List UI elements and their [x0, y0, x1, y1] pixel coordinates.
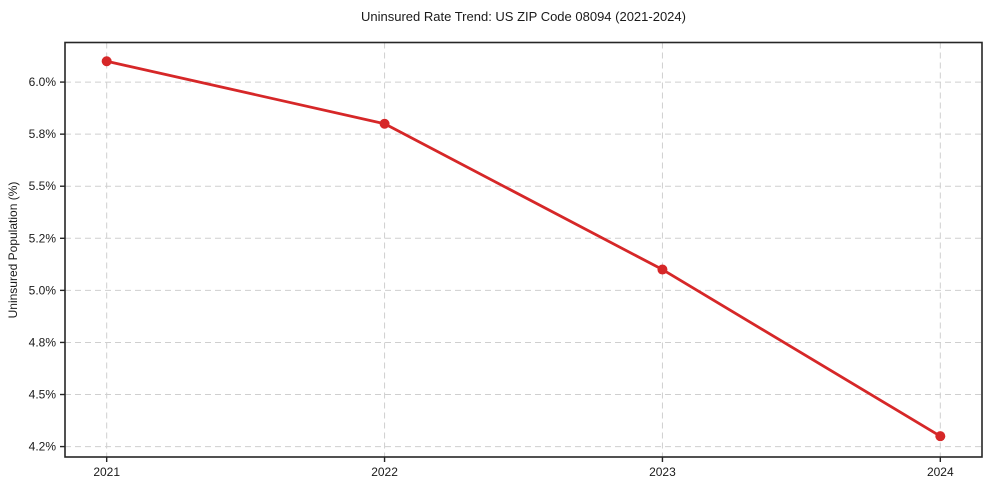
x-tick-label: 2021	[93, 465, 120, 479]
x-tick-label: 2022	[371, 465, 398, 479]
y-tick-label: 5.8%	[29, 127, 57, 141]
y-tick-label: 5.0%	[29, 283, 57, 297]
chart-title: Uninsured Rate Trend: US ZIP Code 08094 …	[361, 9, 686, 24]
axes-spines	[64, 41, 983, 458]
y-tick-label: 5.2%	[29, 231, 57, 245]
y-tick-label: 4.5%	[29, 388, 57, 402]
trend-line	[105, 59, 942, 438]
y-tick-label: 6.0%	[29, 75, 57, 89]
data-point-marker	[101, 56, 112, 67]
y-tick-label: 5.5%	[29, 179, 57, 193]
data-point-marker	[935, 431, 946, 442]
y-tick-label: 4.8%	[29, 335, 57, 349]
x-tick-label: 2023	[649, 465, 676, 479]
y-tick-label: 4.2%	[29, 440, 57, 454]
x-tick-label: 2024	[927, 465, 954, 479]
data-point-marker	[657, 264, 668, 275]
data-point-marker	[379, 118, 390, 129]
